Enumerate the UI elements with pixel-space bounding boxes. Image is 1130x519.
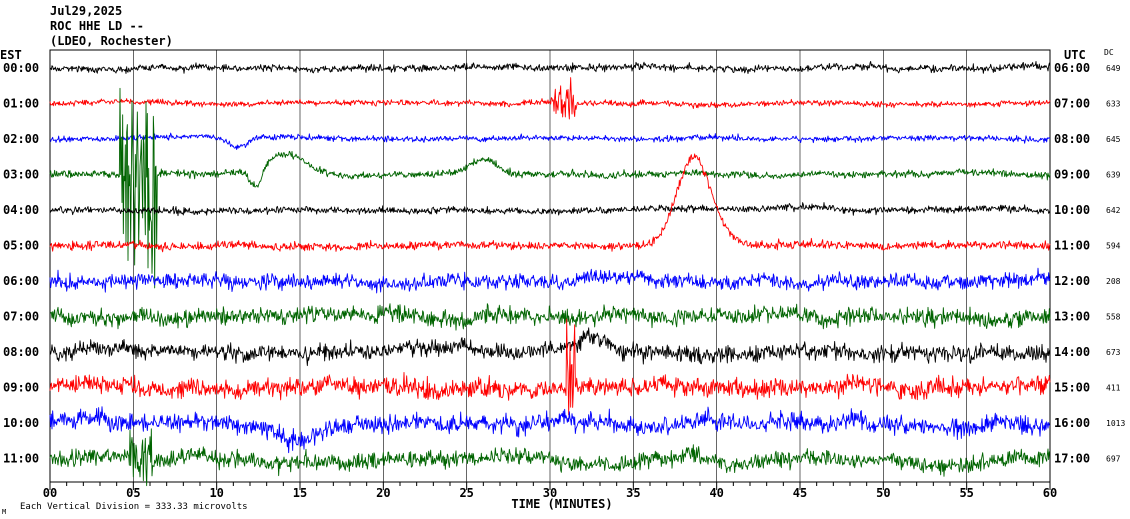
trace-line	[49, 87, 1051, 289]
x-axis-title: TIME (MINUTES)	[511, 497, 612, 511]
date-label: Jul29,2025	[50, 4, 123, 18]
dc-value: 411	[1106, 384, 1121, 393]
dc-value: 639	[1106, 171, 1121, 180]
utc-hour-label: 13:00	[1054, 310, 1090, 324]
trace-line	[49, 327, 1051, 367]
utc-hour-label: 07:00	[1054, 97, 1090, 111]
utc-hour-label: 09:00	[1054, 168, 1090, 182]
est-hour-label: 00:00	[3, 61, 39, 75]
x-tick-label: 20	[376, 486, 390, 500]
x-tick-label: 10	[209, 486, 223, 500]
trace-line	[49, 60, 1051, 74]
dc-value: 558	[1106, 313, 1121, 322]
trace-line	[49, 303, 1051, 331]
dc-value: 697	[1106, 455, 1121, 464]
footer-note: Each Vertical Division = 333.33 microvol…	[20, 502, 248, 512]
x-tick-label: 25	[459, 486, 473, 500]
est-hour-label: 11:00	[3, 452, 39, 466]
est-hour-label: 10:00	[3, 416, 39, 430]
est-hour-label: 01:00	[3, 97, 39, 111]
est-hour-label: 07:00	[3, 310, 39, 324]
dc-value: 633	[1106, 100, 1121, 109]
est-hour-label: 04:00	[3, 203, 39, 217]
est-hour-label: 09:00	[3, 381, 39, 395]
est-hour-label: 02:00	[3, 132, 39, 146]
footer-mark: M	[2, 508, 6, 516]
trace-line	[49, 428, 1051, 487]
x-tick-label: 30	[543, 486, 557, 500]
station-label: ROC HHE LD --	[50, 19, 144, 33]
dc-value: 1013	[1106, 419, 1125, 428]
x-tick-label: 35	[626, 486, 640, 500]
x-tick-label: 15	[293, 486, 307, 500]
x-tick-label: 60	[1043, 486, 1057, 500]
dc-value: 673	[1106, 348, 1121, 357]
utc-hour-label: 06:00	[1054, 61, 1090, 75]
utc-axis-label: UTC	[1064, 48, 1086, 62]
trace-line	[49, 406, 1051, 454]
x-tick-label: 40	[709, 486, 723, 500]
x-tick-label: 05	[126, 486, 140, 500]
dc-value: 594	[1106, 242, 1121, 251]
est-hour-label: 05:00	[3, 239, 39, 253]
trace-line	[49, 132, 1051, 150]
x-tick-label: 55	[959, 486, 973, 500]
utc-hour-label: 16:00	[1054, 416, 1090, 430]
dc-value: 645	[1106, 135, 1121, 144]
utc-hour-label: 15:00	[1054, 381, 1090, 395]
est-hour-label: 03:00	[3, 168, 39, 182]
x-tick-label: 50	[876, 486, 890, 500]
dc-column-label: DC	[1104, 48, 1114, 57]
trace-line	[49, 318, 1051, 416]
x-tick-label: 00	[43, 486, 57, 500]
utc-hour-label: 10:00	[1054, 203, 1090, 217]
utc-hour-label: 11:00	[1054, 239, 1090, 253]
utc-hour-label: 12:00	[1054, 274, 1090, 288]
utc-hour-label: 17:00	[1054, 452, 1090, 466]
trace-line	[49, 202, 1051, 217]
est-hour-label: 06:00	[3, 274, 39, 288]
dc-value: 642	[1106, 206, 1121, 215]
x-tick-label: 45	[793, 486, 807, 500]
est-axis-label: EST	[0, 48, 22, 62]
dc-value: 649	[1106, 64, 1121, 73]
utc-hour-label: 14:00	[1054, 345, 1090, 359]
trace-line	[49, 153, 1051, 253]
trace-line	[49, 77, 1051, 120]
utc-hour-label: 08:00	[1054, 132, 1090, 146]
est-hour-label: 08:00	[3, 345, 39, 359]
dc-value: 208	[1106, 277, 1121, 286]
network-label: (LDEO, Rochester)	[50, 34, 173, 48]
trace-line	[49, 267, 1051, 294]
